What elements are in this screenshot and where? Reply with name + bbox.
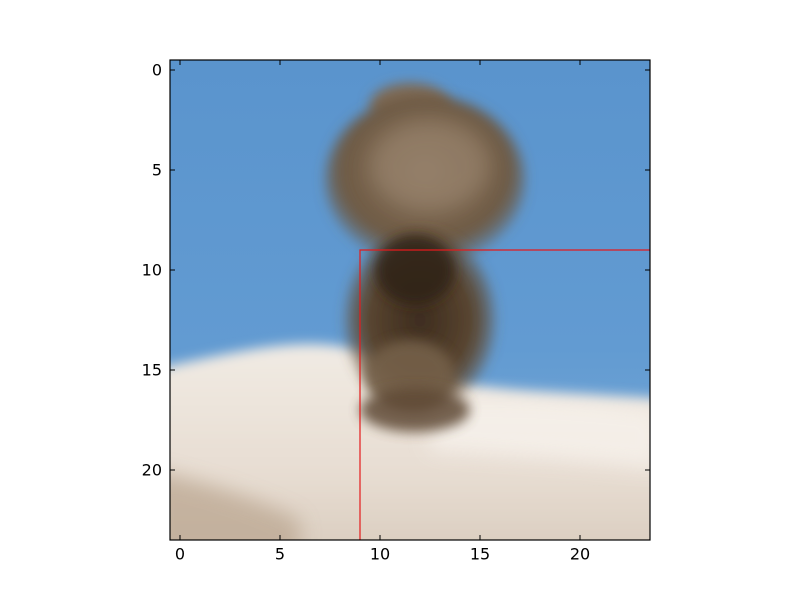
bird-throat-dark <box>375 235 455 305</box>
snow-region <box>170 344 650 540</box>
bird-head-light <box>370 120 490 210</box>
axis-tick-labels: 0 5 10 15 20 0 5 10 15 20 <box>142 61 591 564</box>
x-tick-label: 5 <box>275 545 285 564</box>
snow-shadow <box>170 474 300 540</box>
overlay-box-lines <box>359 249 650 540</box>
image-plot-area <box>170 60 650 540</box>
axes-frame <box>169 59 651 541</box>
x-tick-label: 20 <box>570 545 590 564</box>
snow-highlight <box>430 398 650 469</box>
axis-ticks <box>170 60 650 540</box>
y-tick-label: 5 <box>152 161 162 180</box>
y-tick-label: 0 <box>152 61 162 80</box>
x-tick-label: 15 <box>470 545 490 564</box>
x-tick-label: 10 <box>370 545 390 564</box>
y-tick-label: 15 <box>142 361 162 380</box>
y-tick-label: 20 <box>142 461 162 480</box>
bird-base <box>360 388 470 432</box>
x-tick-label: 0 <box>175 545 185 564</box>
y-tick-label: 10 <box>142 261 162 280</box>
